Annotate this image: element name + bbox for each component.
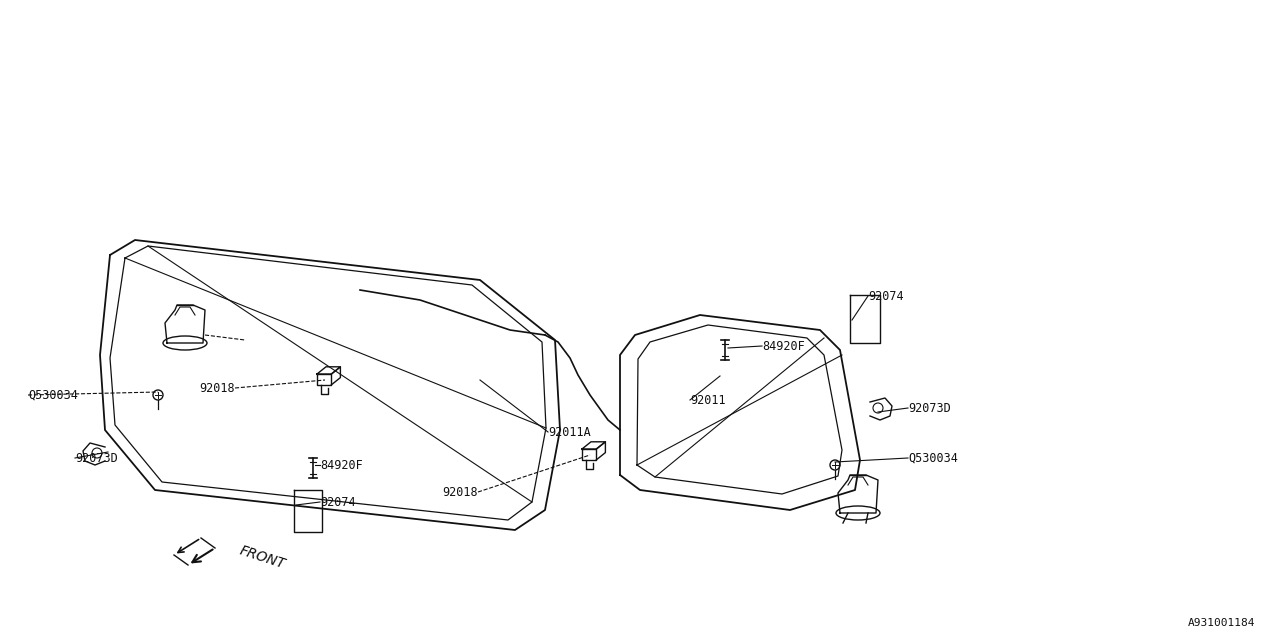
Text: 84920F: 84920F <box>320 458 362 472</box>
Text: 92074: 92074 <box>320 495 356 509</box>
Text: 92073D: 92073D <box>908 401 951 415</box>
Text: 92018: 92018 <box>443 486 477 499</box>
Text: Q530034: Q530034 <box>28 388 78 401</box>
Text: Q530034: Q530034 <box>908 451 957 465</box>
Text: 92074: 92074 <box>868 289 904 303</box>
Text: 92011A: 92011A <box>548 426 591 438</box>
Text: 92018: 92018 <box>200 381 236 394</box>
Text: 84920F: 84920F <box>762 339 805 353</box>
Text: 92073D: 92073D <box>76 451 118 465</box>
Text: FRONT: FRONT <box>238 544 288 572</box>
Text: 92011: 92011 <box>690 394 726 406</box>
Text: A931001184: A931001184 <box>1188 618 1254 628</box>
